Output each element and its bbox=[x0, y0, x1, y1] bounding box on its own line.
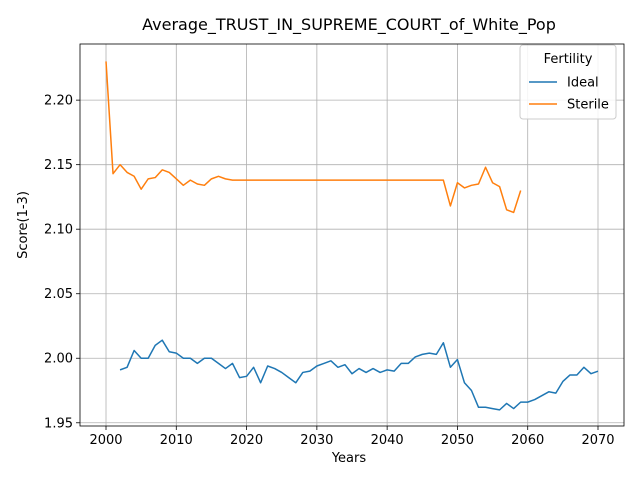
x-tick-label: 2020 bbox=[230, 433, 263, 448]
y-tick-label: 2.05 bbox=[44, 287, 73, 302]
y-tick-label: 2.10 bbox=[44, 223, 73, 238]
y-tick-label: 1.95 bbox=[44, 416, 73, 431]
legend-label-ideal: Ideal bbox=[567, 76, 599, 91]
x-tick-label: 2050 bbox=[441, 433, 474, 448]
x-tick-label: 2060 bbox=[511, 433, 544, 448]
x-tick-label: 2010 bbox=[160, 433, 193, 448]
legend: Fertility Ideal Sterile bbox=[520, 45, 616, 119]
legend-title: Fertility bbox=[544, 52, 593, 67]
y-tick-label: 2.00 bbox=[44, 352, 73, 367]
x-tick-label: 2040 bbox=[371, 433, 404, 448]
x-tick-label: 2030 bbox=[300, 433, 333, 448]
legend-label-sterile: Sterile bbox=[567, 98, 609, 113]
y-axis-label: Score(1-3) bbox=[16, 191, 31, 259]
x-tick-label: 2000 bbox=[89, 433, 122, 448]
chart-title: Average_TRUST_IN_SUPREME_COURT_of_White_… bbox=[142, 15, 556, 35]
x-axis-label: Years bbox=[331, 451, 367, 466]
y-tick-label: 2.20 bbox=[44, 94, 73, 109]
y-tick-label: 2.15 bbox=[44, 158, 73, 173]
x-tick-label: 2070 bbox=[581, 433, 614, 448]
